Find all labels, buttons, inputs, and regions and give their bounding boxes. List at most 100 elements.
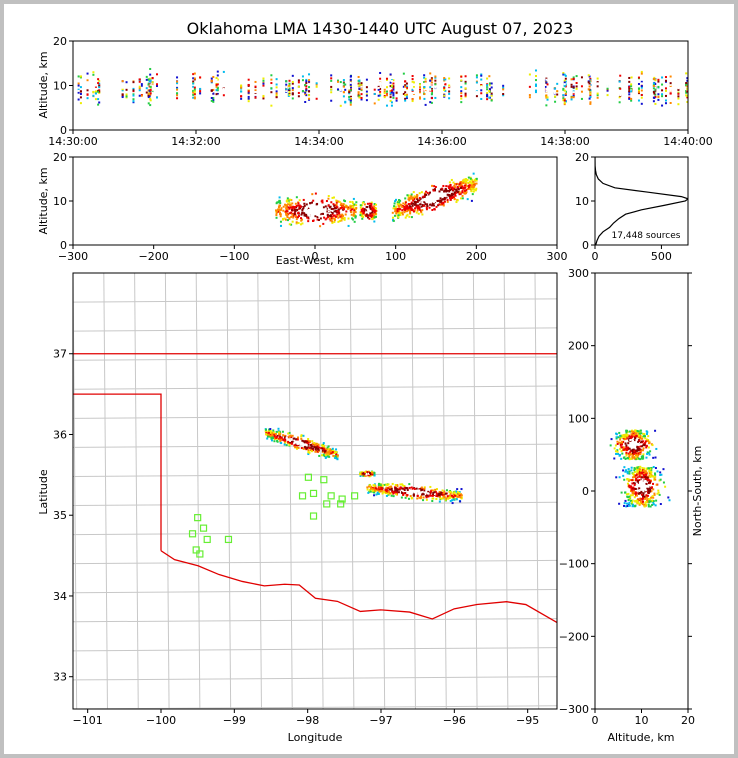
time-height-point: [488, 84, 491, 87]
time-height-point: [572, 91, 575, 94]
north-south-point: [650, 471, 653, 474]
time-height-point: [570, 88, 573, 91]
time-height-point: [424, 83, 427, 86]
north-south-point: [633, 496, 636, 499]
east-west-point: [290, 205, 293, 208]
time-height-point: [419, 88, 422, 91]
east-west-point: [423, 195, 426, 198]
east-west-point: [336, 206, 339, 209]
map-source-point: [388, 488, 391, 491]
map-source-point: [267, 430, 270, 433]
time-height-point: [570, 85, 573, 88]
time-height-point: [412, 87, 415, 90]
north-south-point: [641, 449, 644, 452]
time-height-point: [315, 82, 318, 85]
east-west-point: [341, 206, 344, 209]
time-height-point: [464, 75, 467, 78]
map-source-point: [333, 451, 336, 454]
map-source-point: [309, 449, 312, 452]
time-height-point: [395, 91, 398, 94]
east-west-point: [373, 220, 376, 223]
time-height-point: [148, 87, 151, 90]
east-west-point: [442, 204, 445, 207]
north-south-point: [641, 435, 644, 438]
map-source-point: [406, 492, 409, 495]
north-south-point: [647, 478, 650, 481]
time-height-point: [448, 97, 451, 100]
north-south-point: [616, 440, 619, 443]
time-height-point: [677, 92, 680, 95]
east-west-point: [366, 208, 369, 211]
time-height-point: [156, 83, 159, 86]
north-south-point: [642, 457, 645, 460]
north-south-point: [628, 470, 631, 473]
time-height-point: [677, 87, 680, 90]
map-source-point: [300, 437, 303, 440]
time-height-point: [562, 97, 565, 100]
map-source-point: [412, 489, 415, 492]
map-source-point: [312, 447, 315, 450]
map-source-point: [274, 437, 277, 440]
east-west-point: [393, 202, 396, 205]
north-south-point: [631, 499, 634, 502]
east-west-point: [416, 197, 419, 200]
time-height-point: [373, 102, 376, 105]
north-south-point: [642, 453, 645, 456]
north-south-point: [644, 501, 647, 504]
east-west-point: [275, 212, 278, 215]
east-west-point: [471, 193, 474, 196]
time-height-point: [349, 75, 352, 78]
north-south-point: [632, 472, 635, 475]
east-west-point: [350, 205, 353, 208]
time-height-point: [572, 96, 575, 99]
east-west-point: [349, 205, 352, 208]
time-height-point: [464, 80, 467, 83]
east-west-point: [275, 209, 278, 212]
east-west-point: [365, 213, 368, 216]
time-height-point: [630, 90, 633, 93]
east-west-point: [431, 208, 434, 211]
east-west-point: [295, 208, 298, 211]
east-west-point: [404, 203, 407, 206]
east-west-point: [437, 204, 440, 207]
time-height-point: [308, 90, 311, 93]
time-height-point: [628, 93, 631, 96]
time-height-point: [392, 82, 395, 85]
map-source-point: [359, 471, 362, 474]
east-west-point: [417, 205, 420, 208]
time-height-point: [628, 90, 631, 93]
time-height-point: [140, 83, 143, 86]
east-west-point: [374, 209, 377, 212]
east-west-point: [443, 190, 446, 193]
time-height-point: [686, 89, 688, 92]
time-height-point: [216, 92, 219, 95]
time-height-point: [640, 82, 643, 85]
time-height-point: [677, 88, 680, 91]
east-west-point: [332, 207, 335, 210]
time-height-point: [288, 79, 291, 82]
time-height-point: [192, 80, 195, 83]
east-west-point: [327, 195, 330, 198]
map-source-point: [269, 431, 272, 434]
east-west-point: [286, 199, 289, 202]
east-west-point: [458, 193, 461, 196]
east-west-point: [325, 207, 328, 210]
time-height-point: [149, 99, 152, 102]
time-height-point: [545, 94, 548, 97]
north-south-point: [648, 470, 651, 473]
north-south-point: [631, 448, 634, 451]
north-south-point: [639, 458, 642, 461]
east-west-point: [366, 216, 369, 219]
east-west-point: [409, 207, 412, 210]
east-west-point: [370, 202, 373, 205]
time-height-point: [240, 95, 243, 98]
time-height-point: [358, 87, 361, 90]
time-height-point: [275, 90, 278, 93]
time-height-point: [336, 86, 339, 89]
time-height-point: [86, 93, 89, 96]
east-west-point: [447, 185, 450, 188]
east-west-point: [425, 198, 428, 201]
east-west-point: [331, 210, 334, 213]
map-source-point: [291, 434, 294, 437]
north-south-point: [642, 495, 645, 498]
